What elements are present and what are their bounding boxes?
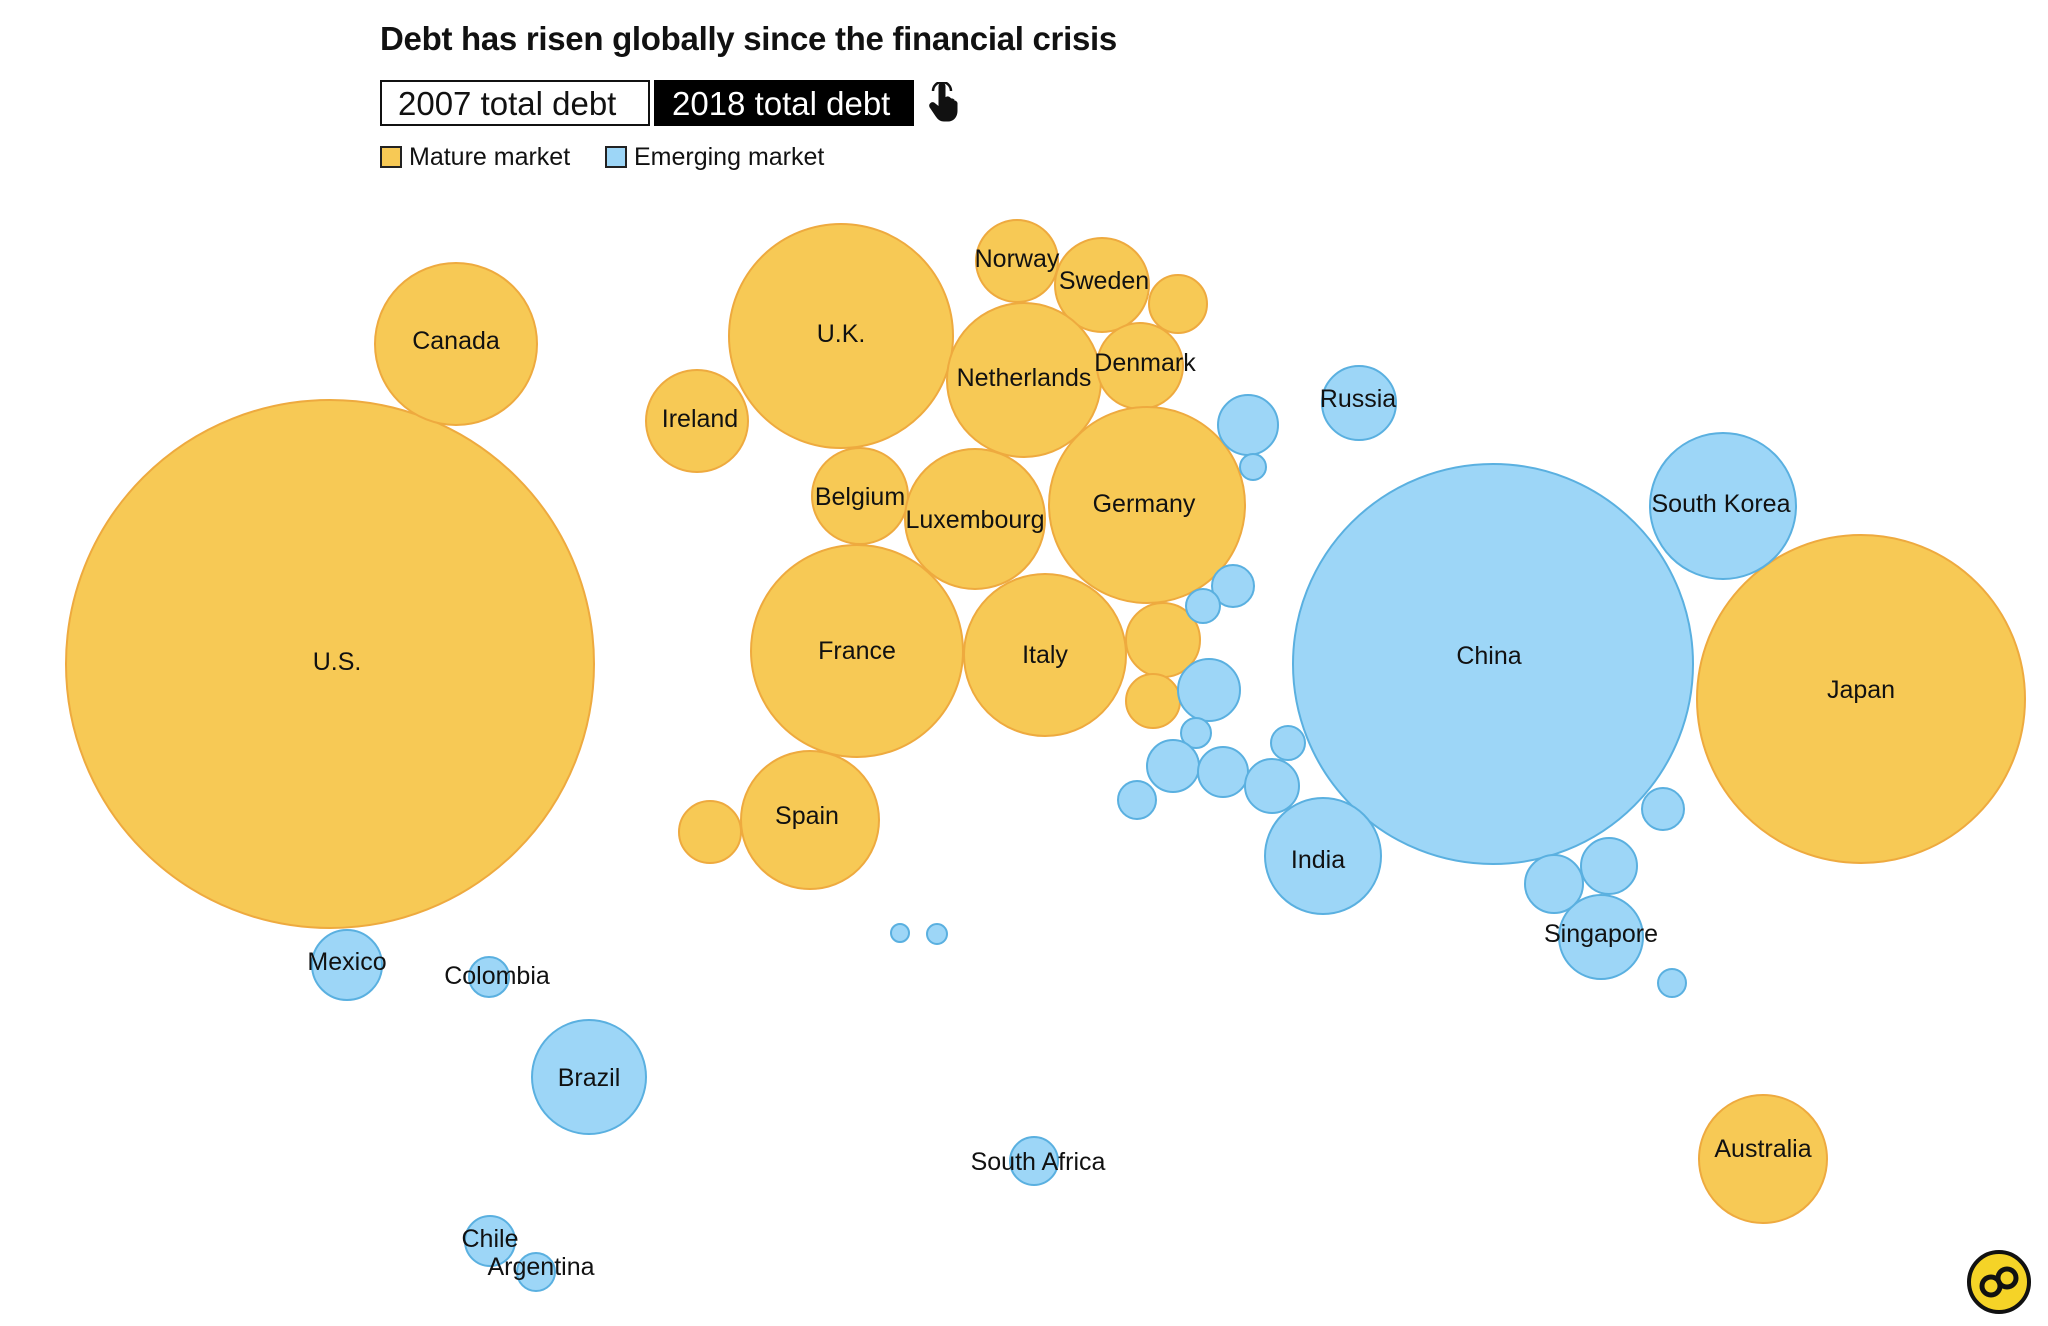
bubble-emerging-38[interactable] [1197,746,1249,798]
toggle-2007-total-debt[interactable]: 2007 total debt [380,80,650,126]
bubble-emerging-35[interactable] [1177,658,1241,722]
bubble-label-france: France [818,637,896,665]
brand-logo-icon [1967,1250,2031,1314]
bubble-emerging-47[interactable] [926,923,948,945]
bubble-label-china: China [1456,642,1521,670]
hand-pointer-icon [929,82,958,122]
bubble-mature-15[interactable] [1125,673,1181,729]
bubble-australia[interactable] [1698,1094,1828,1224]
bubble-label-denmark: Denmark [1094,349,1196,377]
bubble-label-ireland: Ireland [662,405,738,433]
bubble-luxembourg[interactable] [904,448,1046,590]
legend-label-emerging: Emerging market [634,142,825,171]
toggle-2018-total-debt[interactable]: 2018 total debt [654,80,914,126]
bubble-label-australia: Australia [1714,1135,1811,1163]
bubble-emerging-43[interactable] [1580,837,1638,895]
bubble-label-spain: Spain [775,802,839,830]
bubble-chile[interactable] [464,1215,516,1267]
bubble-label-south-korea: South Korea [1652,490,1791,518]
legend-item-mature: Mature market [380,142,570,172]
bubble-label-u-k: U.K. [817,320,866,348]
bubble-brazil[interactable] [531,1019,647,1135]
bubble-label-india: India [1291,846,1345,874]
bubble-label-chile: Chile [462,1225,519,1253]
bubble-emerging-46[interactable] [890,923,910,943]
bubble-south-africa[interactable] [1009,1136,1059,1186]
bubble-label-singapore: Singapore [1544,920,1658,948]
bubble-u-s[interactable] [65,399,595,929]
bubble-mexico[interactable] [311,929,383,1001]
bubble-u-k[interactable] [728,223,954,449]
bubble-emerging-32[interactable] [1239,453,1267,481]
bubble-emerging-44[interactable] [1524,854,1584,914]
legend-label-mature: Mature market [409,142,571,171]
bubble-south-korea[interactable] [1649,432,1797,580]
bubble-label-south-africa: South Africa [971,1148,1106,1176]
bubble-label-brazil: Brazil [558,1064,621,1092]
legend-item-emerging: Emerging market [605,142,824,172]
bubble-label-russia: Russia [1320,385,1397,413]
bubble-emerging-37[interactable] [1146,739,1200,793]
bubble-label-norway: Norway [975,245,1060,273]
bubble-ireland[interactable] [645,369,749,473]
bubble-label-canada: Canada [412,327,500,355]
bubble-label-germany: Germany [1093,490,1196,518]
bubble-emerging-42[interactable] [1641,787,1685,831]
bubble-emerging-36[interactable] [1180,717,1212,749]
bubble-label-netherlands: Netherlands [957,364,1092,392]
bubble-italy[interactable] [963,573,1127,737]
bubble-germany[interactable] [1048,406,1246,604]
bubble-norway[interactable] [975,219,1059,303]
bubble-mature-6[interactable] [1148,274,1208,334]
bubble-argentina[interactable] [516,1252,556,1292]
bubble-canada[interactable] [374,262,538,426]
bubble-india[interactable] [1264,797,1382,915]
bubble-colombia[interactable] [468,956,510,998]
bubble-russia[interactable] [1321,365,1397,441]
bubble-emerging-45[interactable] [1657,968,1687,998]
bubble-label-belgium: Belgium [815,483,905,511]
bubble-emerging-31[interactable] [1217,394,1279,456]
bubble-japan[interactable] [1696,534,2026,864]
bubble-emerging-40[interactable] [1270,725,1306,761]
bubble-label-argentina: Argentina [487,1253,594,1281]
bubble-label-mexico: Mexico [307,948,386,976]
bubble-france[interactable] [750,544,964,758]
bubble-label-japan: Japan [1827,676,1895,704]
bubble-label-italy: Italy [1022,641,1068,669]
bubble-emerging-33[interactable] [1211,564,1255,608]
bubble-emerging-41[interactable] [1244,758,1300,814]
bubble-spain[interactable] [740,750,880,890]
legend-swatch-emerging [605,146,627,168]
bubble-label-u-s: U.S. [313,648,362,676]
bubble-mature-17[interactable] [678,800,742,864]
bubble-singapore[interactable] [1558,894,1644,980]
bubble-label-luxembourg: Luxembourg [906,506,1045,534]
bubble-label-sweden: Sweden [1059,267,1149,295]
bubble-china[interactable] [1292,463,1694,865]
bubble-emerging-34[interactable] [1185,588,1221,624]
bubble-emerging-39[interactable] [1117,780,1157,820]
bubble-sweden[interactable] [1054,237,1150,333]
legend-swatch-mature [380,146,402,168]
bubble-label-colombia: Colombia [444,962,550,990]
chart-title: Debt has risen globally since the financ… [380,20,1117,57]
